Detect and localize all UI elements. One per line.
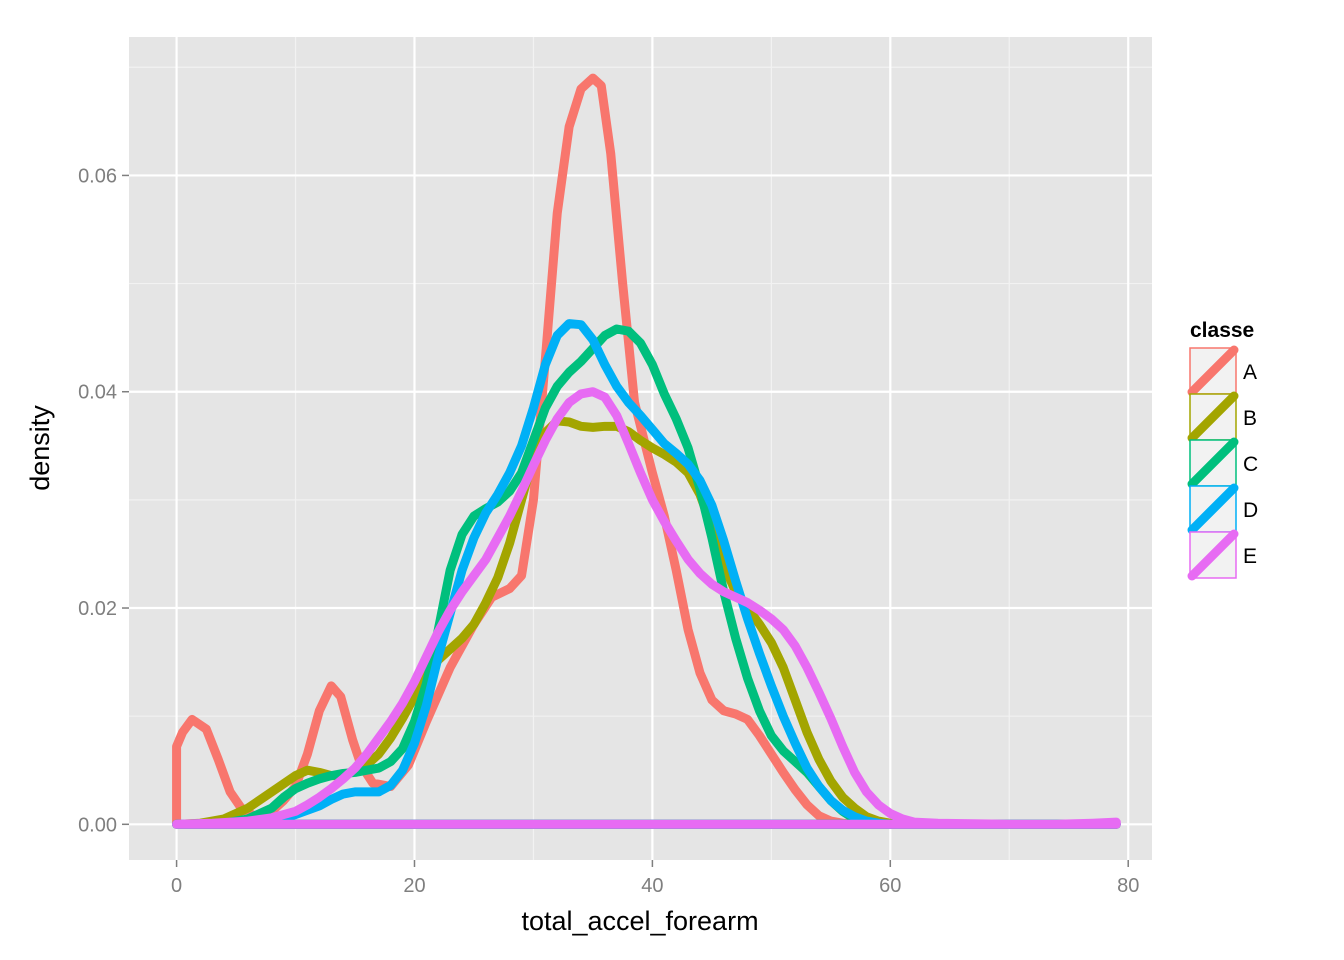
x-tick-label: 80 xyxy=(1117,875,1139,897)
legend-item-C: C xyxy=(1187,437,1258,489)
legend-key-line xyxy=(1187,483,1239,535)
y-tick-label: 0.06 xyxy=(78,165,117,187)
minor-gridlines xyxy=(129,37,1152,860)
density-line-E xyxy=(172,387,1121,829)
legend-item-A: A xyxy=(1187,345,1257,397)
density-line-D xyxy=(172,319,1121,829)
density-lines xyxy=(172,73,1121,829)
y-axis-ticks: 0.00 0.02 0.04 0.06 xyxy=(78,165,129,836)
x-tick-label: 20 xyxy=(403,875,425,897)
legend-key-line xyxy=(1187,437,1239,489)
legend-title: classe xyxy=(1190,319,1254,342)
x-tick-label: 60 xyxy=(879,875,901,897)
legend-label: A xyxy=(1243,361,1257,384)
legend-key-line xyxy=(1187,345,1239,397)
y-tick-label: 0.04 xyxy=(78,382,117,404)
legend-key-line xyxy=(1187,529,1239,581)
legend-label: B xyxy=(1243,407,1257,430)
x-tick-label: 40 xyxy=(641,875,663,897)
y-axis-title: density xyxy=(25,405,55,491)
plot-panel xyxy=(129,37,1152,860)
y-tick-label: 0.00 xyxy=(78,814,117,836)
legend-item-D: D xyxy=(1187,483,1258,535)
legend-label: D xyxy=(1243,499,1258,522)
legend-label: C xyxy=(1243,453,1258,476)
y-tick-label: 0.02 xyxy=(78,598,117,620)
legend-item-E: E xyxy=(1187,529,1257,581)
legend-label: E xyxy=(1243,545,1257,568)
x-tick-label: 0 xyxy=(171,875,182,897)
x-axis-title: total_accel_forearm xyxy=(521,906,758,936)
x-axis-ticks: 0 20 40 60 80 xyxy=(171,860,1139,897)
legend-item-B: B xyxy=(1187,391,1257,443)
legend-key-line xyxy=(1187,391,1239,443)
